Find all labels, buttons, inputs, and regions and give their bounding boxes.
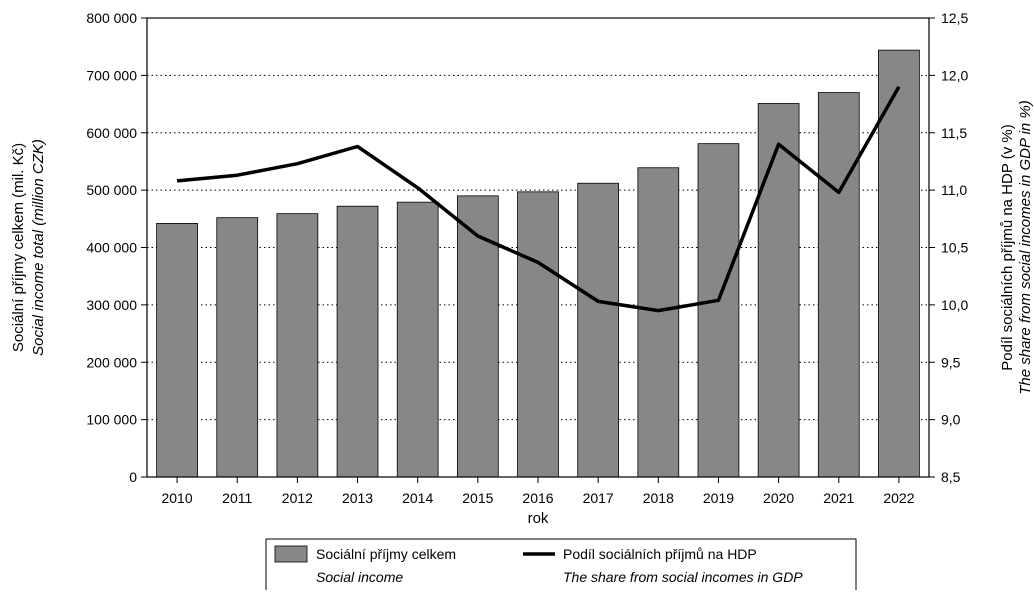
bar-2019 (697, 143, 740, 478)
right-tick-label: 11,0 (941, 182, 967, 198)
legend-bar-sublabel: Social income (316, 569, 403, 585)
right-tick-label: 9,0 (941, 412, 961, 428)
legend-line-label: Podíl sociálních příjmů na HDP (563, 546, 757, 562)
x-tick-label: 2014 (402, 490, 433, 506)
left-tick-label: 0 (129, 469, 137, 485)
bar-2018 (637, 167, 680, 478)
x-tick-label: 2011 (222, 490, 252, 506)
bar-2010 (156, 223, 198, 478)
x-tick-label: 2020 (763, 490, 794, 506)
right-tick-label: 10,5 (941, 240, 968, 256)
left-axis-label-en: Social income total (million CZK) (30, 139, 47, 356)
right-axis-ticks: 8,5 9,0 9,5 10,0 10,5 11,0 11,5 12,0 12,5 (929, 10, 968, 485)
left-tick-label: 700 000 (86, 67, 137, 83)
left-tick-label: 500 000 (86, 182, 137, 198)
right-tick-label: 10,0 (941, 297, 968, 313)
x-tick-label: 2021 (823, 490, 854, 506)
legend-bar-label: Sociální příjmy celkem (316, 546, 456, 562)
bar-2020 (757, 103, 800, 478)
x-tick-label: 2017 (583, 490, 614, 506)
x-tick-label: 2022 (883, 490, 914, 506)
bar-2016 (517, 191, 559, 478)
bar-2022 (878, 49, 920, 478)
left-axis-ticks: 0 100 000 200 000 300 000 400 000 500 000 600 … (86, 10, 147, 485)
legend-line-sublabel: The share from social incomes in GDP (563, 569, 803, 585)
x-tick-label: 2012 (282, 490, 313, 506)
x-tick-label: 2018 (643, 490, 674, 506)
left-tick-label: 100 000 (86, 412, 137, 428)
share-line (176, 85, 901, 313)
legend-bar-swatch (274, 545, 308, 563)
right-tick-label: 8,5 (941, 469, 961, 485)
bar-series (156, 49, 920, 478)
x-axis-label: rok (528, 510, 549, 527)
legend: Sociální příjmy celkem Social income Pod… (265, 538, 857, 592)
right-tick-label: 11,5 (941, 125, 967, 141)
left-tick-label: 200 000 (86, 354, 137, 370)
bar-2011 (216, 217, 259, 478)
x-tick-label: 2015 (462, 490, 493, 506)
x-tick-label: 2010 (161, 490, 192, 506)
left-tick-label: 400 000 (86, 240, 137, 256)
left-tick-label: 800 000 (86, 10, 137, 26)
x-tick-label: 2016 (522, 490, 553, 506)
bar-2012 (276, 213, 319, 478)
bar-2021 (817, 92, 860, 478)
left-tick-label: 600 000 (86, 125, 137, 141)
legend-frame (265, 538, 857, 592)
right-tick-label: 9,5 (941, 354, 961, 370)
right-tick-label: 12,5 (941, 10, 968, 26)
bar-2014 (396, 201, 439, 478)
left-axis-label: Sociální příjmy celkem (mil. Kč) (10, 143, 27, 352)
x-axis-ticks: 2010 2011 2012 2013 2014 2015 2016 2017 2018 2019… (161, 477, 915, 506)
right-axis-label: Podíl sociálních příjmů na HDP (v %) (999, 124, 1016, 370)
bar-2017 (577, 182, 620, 478)
bar-2013 (336, 205, 379, 478)
right-tick-label: 12,0 (941, 67, 968, 83)
x-tick-label: 2013 (342, 490, 373, 506)
left-tick-label: 300 000 (86, 297, 137, 313)
bar-2015 (456, 195, 499, 478)
right-axis-label-en: The share from social incomes in GDP in … (1017, 100, 1034, 395)
x-tick-label: 2019 (703, 490, 734, 506)
